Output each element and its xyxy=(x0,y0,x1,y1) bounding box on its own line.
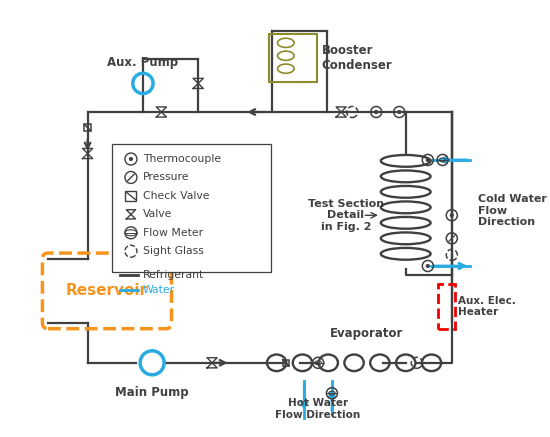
Text: Sight Glass: Sight Glass xyxy=(143,246,204,256)
Text: Main Pump: Main Pump xyxy=(116,386,189,399)
Text: Check Valve: Check Valve xyxy=(143,191,210,201)
Circle shape xyxy=(450,214,453,217)
Text: Flow Meter: Flow Meter xyxy=(143,228,203,238)
Bar xyxy=(283,360,289,366)
Text: Evaporator: Evaporator xyxy=(331,327,404,340)
Circle shape xyxy=(398,111,400,113)
Bar xyxy=(113,144,271,271)
Text: Reservoir: Reservoir xyxy=(66,283,148,298)
Circle shape xyxy=(375,111,378,113)
Bar xyxy=(438,284,455,329)
Bar xyxy=(270,34,317,82)
Text: Refrigerant: Refrigerant xyxy=(143,270,204,280)
Bar xyxy=(84,125,91,131)
Text: Hot Water
Flow Direction: Hot Water Flow Direction xyxy=(276,399,361,420)
Circle shape xyxy=(426,265,429,267)
Text: Cold Water
Flow
Direction: Cold Water Flow Direction xyxy=(477,194,547,227)
Text: Aux. Elec.
Heater: Aux. Elec. Heater xyxy=(458,296,516,317)
Text: Water: Water xyxy=(143,285,175,295)
Circle shape xyxy=(426,159,429,161)
Circle shape xyxy=(130,158,133,160)
Text: Test Section
Detail
in Fig. 2: Test Section Detail in Fig. 2 xyxy=(307,199,384,232)
Bar xyxy=(125,191,136,201)
Text: Booster
Condenser: Booster Condenser xyxy=(322,44,393,72)
Text: Pressure: Pressure xyxy=(143,173,189,183)
Text: Aux. Pump: Aux. Pump xyxy=(107,56,179,69)
Text: Valve: Valve xyxy=(143,209,172,219)
Text: Thermocouple: Thermocouple xyxy=(143,154,221,164)
